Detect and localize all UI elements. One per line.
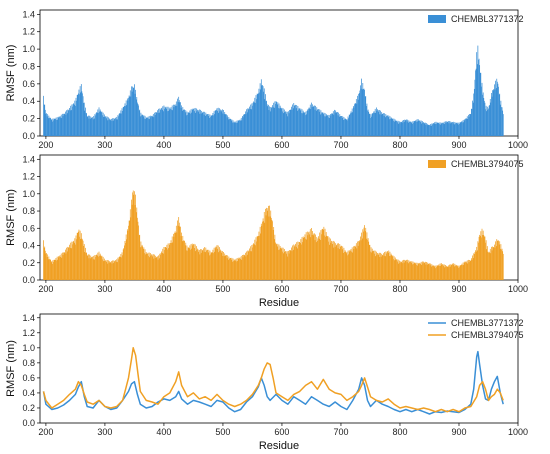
y-tick-label: 0.6 — [22, 373, 35, 383]
panel-1: 0.0 0.2 0.4 0.6 0.8 1.0 1.2 1.4 200 300 400 500 600 7… — [5, 9, 528, 150]
x-tick-label: 200 — [38, 427, 53, 437]
legend-label: CHEMBL3771372 — [451, 318, 524, 328]
y-tick-label: 1.0 — [22, 44, 35, 54]
y-tick-label: 1.2 — [22, 328, 35, 338]
y-tick-label: 1.2 — [22, 27, 35, 37]
y-axis-label: RMSF (nm) — [5, 45, 17, 102]
legend-swatch — [428, 160, 446, 168]
plot-frame — [39, 313, 519, 424]
legend-label: CHEMBL3771372 — [451, 14, 524, 24]
y-tick-label: 0.4 — [22, 96, 35, 106]
x-tick-label: 500 — [215, 427, 230, 437]
x-tick-label: 300 — [97, 284, 112, 294]
x-tick-label: 500 — [215, 284, 230, 294]
x-axis-label: Residue — [259, 297, 299, 309]
x-tick-label: 300 — [97, 427, 112, 437]
y-tick-label: 1.4 — [22, 9, 35, 19]
series-1 — [43, 45, 504, 136]
y-tick-label: 1.0 — [22, 343, 35, 353]
y-tick-label: 0.6 — [22, 223, 35, 233]
x-tick-label: 400 — [156, 140, 171, 150]
x-tick-label: 600 — [274, 427, 289, 437]
x-tick-label: 900 — [451, 140, 466, 150]
x-tick-label: 400 — [156, 284, 171, 294]
x-tick-label: 900 — [451, 427, 466, 437]
panel-3: 0.0 0.2 0.4 0.6 0.8 1.0 1.2 1.4 200 300 400 500 600 7… — [5, 313, 528, 452]
y-axis-label: RMSF (nm) — [5, 340, 17, 397]
x-axis-label: Residue — [259, 440, 299, 452]
x-tick-label: 700 — [333, 284, 348, 294]
y-tick-label: 0.8 — [22, 206, 35, 216]
series-2 — [42, 347, 504, 413]
y-tick-label: 0.4 — [22, 241, 35, 251]
y-tick-label: 1.4 — [22, 313, 35, 323]
x-tick-label: 600 — [274, 284, 289, 294]
panel-2: 0.0 0.2 0.4 0.6 0.8 1.0 1.2 1.4 200 300 400 500 600 7… — [5, 154, 528, 309]
legend-label: CHEMBL3794075 — [451, 330, 524, 340]
rmsf-line — [42, 347, 504, 413]
y-tick-label: 0.0 — [22, 131, 35, 141]
y-tick-label: 1.2 — [22, 172, 35, 182]
legend-label: CHEMBL3794075 — [451, 159, 524, 169]
x-tick-label: 500 — [215, 140, 230, 150]
x-tick-label: 600 — [274, 140, 289, 150]
x-tick-label: 1000 — [508, 284, 528, 294]
y-tick-label: 0.0 — [22, 418, 35, 428]
y-tick-label: 0.2 — [22, 403, 35, 413]
y-tick-label: 1.4 — [22, 154, 35, 164]
x-tick-label: 400 — [156, 427, 171, 437]
x-tick-label: 1000 — [508, 140, 528, 150]
legend-swatch — [428, 15, 446, 23]
x-tick-label: 900 — [451, 284, 466, 294]
y-tick-label: 0.2 — [22, 258, 35, 268]
y-tick-label: 0.4 — [22, 388, 35, 398]
x-tick-label: 700 — [333, 427, 348, 437]
series-1 — [43, 190, 504, 280]
x-tick-label: 200 — [38, 284, 53, 294]
x-tick-label: 800 — [392, 427, 407, 437]
x-tick-label: 700 — [333, 140, 348, 150]
y-axis-label: RMSF (nm) — [5, 189, 17, 246]
y-tick-label: 0.6 — [22, 79, 35, 89]
y-tick-label: 1.0 — [22, 189, 35, 199]
y-tick-label: 0.2 — [22, 114, 35, 124]
y-tick-label: 0.0 — [22, 275, 35, 285]
x-tick-label: 300 — [97, 140, 112, 150]
x-tick-label: 1000 — [508, 427, 528, 437]
y-tick-label: 0.8 — [22, 61, 35, 71]
y-tick-label: 0.8 — [22, 358, 35, 368]
x-tick-label: 800 — [392, 140, 407, 150]
x-tick-label: 800 — [392, 284, 407, 294]
x-tick-label: 200 — [38, 140, 53, 150]
